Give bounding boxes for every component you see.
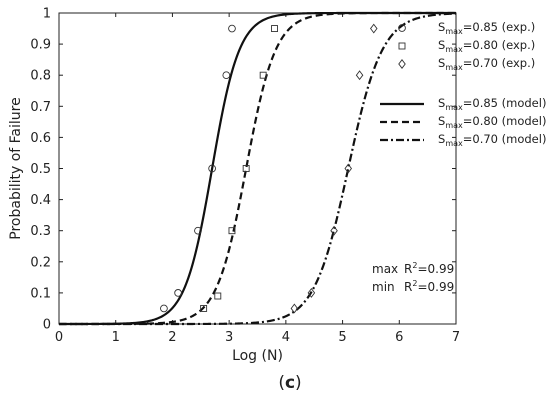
- circle-point: [222, 71, 231, 80]
- x-tick-label: 7: [452, 330, 460, 345]
- y-tick-label: 0.9: [30, 38, 51, 53]
- r2-number: =0.99: [417, 262, 454, 276]
- r2-value: R2=0.99: [404, 261, 454, 276]
- plot-axes: 0 1 2 3 4 5 6 7 0 0.1 0.2 0.3 0.4 0.5 0.6 0.7 0.8 0.9 1 Log…: [8, 7, 460, 365]
- legend-diamond-symbol: [398, 59, 406, 69]
- legend-entry: Smax=0.85 (exp.): [438, 20, 535, 36]
- circle-point: [228, 24, 236, 33]
- legend-label-rest: =0.70 (exp.): [463, 56, 536, 70]
- legend-label-main: S: [438, 20, 445, 34]
- r2-r: R: [404, 262, 412, 276]
- caption-close: ): [295, 373, 302, 393]
- x-tick-label: 6: [395, 330, 403, 345]
- r2-number: =0.99: [417, 280, 454, 294]
- y-tick-label: 0.5: [30, 162, 51, 177]
- y-tick-label: 0.3: [30, 224, 51, 239]
- legend-label-main: S: [438, 132, 445, 146]
- square-point: [271, 25, 278, 32]
- y-tick-label: 0.4: [30, 193, 51, 208]
- r2-sup: 2: [412, 261, 417, 270]
- square-point: [242, 165, 250, 172]
- legend-label-rest: =0.85 (exp.): [463, 20, 536, 34]
- legend-label-sub: max: [445, 45, 463, 54]
- r2-sup: 2: [412, 279, 417, 288]
- y-tick-label: 0.6: [30, 131, 51, 146]
- x-tick-label: 4: [282, 330, 290, 345]
- legend-entry: Smax=0.70 (exp.): [438, 56, 535, 72]
- legend-entry: Smax=0.80 (model): [438, 114, 546, 130]
- circle-point: [194, 226, 202, 235]
- experimental-markers: [160, 23, 378, 314]
- legend-label-rest: =0.80 (exp.): [463, 38, 536, 52]
- y-tick-label: 0.7: [30, 100, 51, 115]
- x-tick-label: 3: [225, 330, 233, 345]
- y-tick-label: 1: [43, 7, 51, 22]
- diamond-point: [330, 225, 338, 236]
- x-tick-label: 2: [168, 330, 176, 345]
- model-curve-3: [59, 11, 456, 326]
- legend-label-sub: max: [445, 63, 463, 72]
- figure-caption: (c): [278, 373, 301, 393]
- legend: Smax=0.85 (exp.)Smax=0.80 (exp.)Smax=0.7…: [380, 20, 546, 148]
- legend-label-sub: max: [445, 139, 463, 148]
- y-tick-label: 0.8: [30, 69, 51, 84]
- diamond-point: [290, 303, 299, 314]
- r2-label: min: [372, 280, 395, 294]
- model-curve-4: [59, 11, 456, 326]
- square-point: [259, 71, 267, 79]
- legend-entry: Smax=0.80 (exp.): [438, 38, 535, 54]
- legend-circle-symbol: [398, 24, 406, 32]
- circle-point: [208, 164, 216, 173]
- diamond-point: [307, 287, 316, 298]
- legend-label-rest: =0.70 (model): [463, 132, 547, 146]
- square-point: [228, 227, 236, 235]
- diamond-point: [344, 163, 353, 174]
- plot-frame: [58, 12, 457, 325]
- legend-label-rest: =0.85 (model): [463, 96, 547, 110]
- caption-letter: c: [285, 373, 295, 393]
- legend-label-sub: max: [445, 121, 463, 130]
- model-curve-5: [59, 12, 457, 326]
- r2-label: max: [372, 262, 398, 276]
- legend-label-main: S: [438, 96, 445, 110]
- y-tick-label: 0.1: [30, 286, 51, 301]
- legend-label-sub: max: [445, 103, 463, 112]
- x-axis-title: Log (N): [232, 348, 283, 364]
- y-tick-label: 0: [43, 318, 51, 333]
- y-tick-label: 0.2: [30, 255, 51, 270]
- x-tick-label: 5: [338, 330, 346, 345]
- r2-value: R2=0.99: [404, 279, 454, 294]
- legend-square-symbol: [398, 42, 406, 50]
- legend-label-rest: =0.80 (model): [463, 114, 547, 128]
- legend-label-main: S: [438, 56, 445, 70]
- square-point: [200, 305, 208, 312]
- legend-entry: Smax=0.70 (model): [438, 132, 546, 148]
- legend-label-main: S: [438, 114, 445, 128]
- circle-point: [174, 289, 182, 297]
- diamond-point: [369, 23, 378, 34]
- model-curves: [59, 11, 457, 326]
- legend-label-main: S: [438, 38, 445, 52]
- circle-point: [160, 304, 168, 313]
- caption-open: (: [278, 373, 285, 393]
- y-axis-title: Probability of Failure: [8, 97, 24, 239]
- diamond-point: [355, 70, 364, 81]
- square-point: [214, 292, 222, 300]
- r2-r: R: [404, 280, 412, 294]
- legend-entry: Smax=0.85 (model): [438, 96, 546, 112]
- x-tick-label: 0: [55, 330, 63, 345]
- legend-label-sub: max: [445, 27, 463, 36]
- x-tick-label: 1: [112, 330, 120, 345]
